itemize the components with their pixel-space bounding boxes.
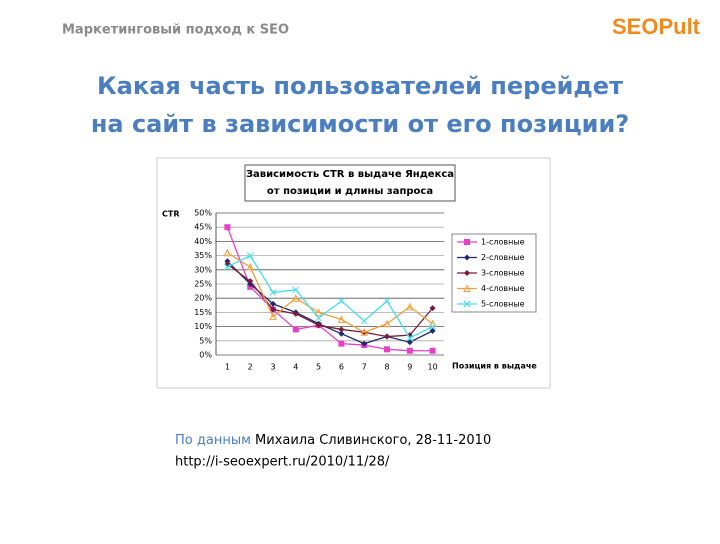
x-tick-label: 6 <box>339 363 344 372</box>
x-tick-label: 1 <box>225 363 230 372</box>
logo: SEOPult <box>612 14 701 39</box>
marker <box>429 323 436 330</box>
marker <box>338 326 345 333</box>
marker <box>360 328 369 336</box>
marker <box>269 312 277 321</box>
marker <box>315 314 322 322</box>
y-tick-label: 5% <box>199 336 212 345</box>
x-axis-label: Позиция в выдаче <box>452 362 537 371</box>
y-tick-label: 35% <box>194 251 212 260</box>
marker <box>292 286 300 294</box>
chart-title-box <box>244 164 456 202</box>
source: По данным Михаила Сливинского, 28-11-201… <box>175 433 491 448</box>
legend-label: 1-словные <box>481 238 525 247</box>
series-line <box>226 226 433 352</box>
marker <box>406 347 413 354</box>
marker <box>338 297 345 305</box>
marker <box>405 302 414 311</box>
marker <box>384 333 390 340</box>
slide-title: Какая часть пользователей перейдет <box>97 72 623 100</box>
series-line <box>227 252 433 333</box>
marker <box>463 284 471 292</box>
chart-title: от позиции и длины запроса <box>267 186 433 197</box>
legend-label: 4-словные <box>481 284 525 293</box>
marker <box>224 224 231 231</box>
marker <box>429 327 436 334</box>
x-tick-label: 7 <box>362 363 367 372</box>
marker <box>360 317 368 325</box>
series-line <box>227 263 434 338</box>
marker <box>337 315 346 323</box>
series-line <box>227 254 433 339</box>
marker <box>270 300 276 307</box>
marker <box>292 310 299 317</box>
marker <box>246 262 255 271</box>
marker <box>338 330 345 337</box>
legend-label: 5-словные <box>481 300 525 309</box>
series-line <box>226 260 433 345</box>
marker <box>291 294 300 302</box>
marker <box>338 340 345 347</box>
marker <box>464 270 470 276</box>
chart-title: Зависимость CTR в выдаче Яндекса <box>246 169 454 180</box>
marker <box>383 319 391 328</box>
marker <box>223 248 232 257</box>
marker <box>406 339 413 346</box>
y-tick-label: 10% <box>194 322 212 331</box>
x-tick-label: 2 <box>248 363 253 372</box>
y-tick-label: 40% <box>194 237 212 246</box>
legend-label: 2-словные <box>481 253 525 262</box>
marker <box>464 254 470 261</box>
marker <box>247 278 254 285</box>
marker <box>429 347 436 354</box>
source-url: http://i-seoexpert.ru/2010/11/28/ <box>175 455 390 470</box>
section-header: Маркетинговый подход к SEO <box>62 23 289 38</box>
marker <box>315 322 322 329</box>
marker <box>464 239 470 245</box>
legend-label: 3-словные <box>481 269 525 278</box>
y-tick-label: 30% <box>194 265 212 274</box>
marker <box>314 308 323 316</box>
x-tick-label: 3 <box>270 363 275 372</box>
y-tick-label: 50% <box>194 209 212 218</box>
x-tick-label: 8 <box>384 363 389 372</box>
marker <box>270 306 276 313</box>
x-tick-label: 10 <box>428 363 438 372</box>
marker <box>429 305 436 312</box>
x-tick-label: 4 <box>293 363 298 372</box>
marker <box>383 297 391 305</box>
marker <box>269 289 277 296</box>
source-lead: По данным <box>175 433 251 448</box>
source-text: Михаила Сливинского, 28-11-2010 <box>255 433 491 448</box>
marker <box>406 334 414 342</box>
marker <box>246 252 254 259</box>
slide-title: на сайт в зависимости от его позиции? <box>91 110 629 138</box>
marker <box>224 263 231 271</box>
marker <box>463 300 471 308</box>
y-tick-label: 0% <box>199 351 212 360</box>
x-tick-label: 5 <box>316 363 321 372</box>
marker <box>292 326 299 333</box>
marker <box>384 346 390 353</box>
y-tick-label: 20% <box>194 294 212 303</box>
marker <box>361 340 368 347</box>
y-tick-label: 25% <box>194 280 212 289</box>
y-tick-label: 45% <box>194 223 212 232</box>
x-tick-label: 9 <box>407 363 412 372</box>
y-tick-label: 15% <box>194 308 212 317</box>
y-axis-label: CTR <box>162 210 180 219</box>
